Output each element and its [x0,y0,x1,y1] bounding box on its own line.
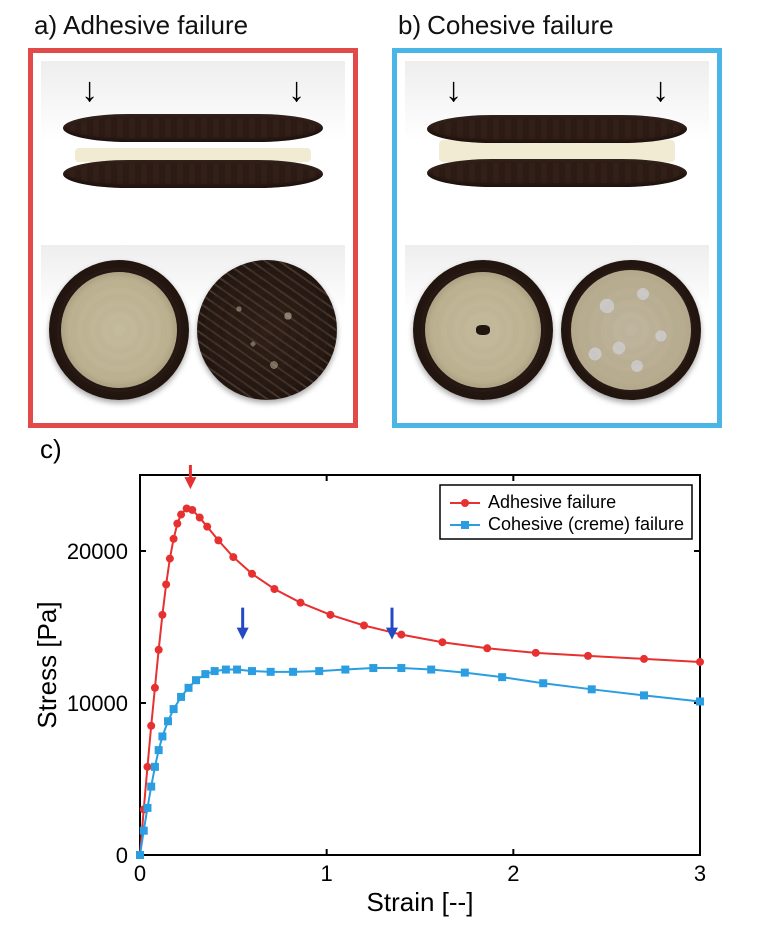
top-row: a) Adhesive failure ↓ ↓ [0,0,760,428]
panel-a-letter: a) [34,10,57,41]
panel-a-header: a) Adhesive failure [28,10,368,48]
svg-text:Stress [Pa]: Stress [Pa] [32,601,62,728]
panel-b-title: Cohesive failure [427,10,613,41]
wafer-bottom [427,159,687,187]
panel-a: a) Adhesive failure ↓ ↓ [28,10,368,428]
panel-b-split-view [405,245,709,415]
panel-b-header: b) Cohesive failure [392,10,732,48]
panel-b-side-view: ↓ ↓ [405,61,709,241]
svg-text:20000: 20000 [67,539,128,564]
panel-a-side-view: ↓ ↓ [41,61,345,241]
svg-text:Strain [--]: Strain [--] [367,887,474,917]
wafer-bottom [63,160,323,188]
half-creme-full [49,260,189,400]
svg-text:Cohesive (creme) failure: Cohesive (creme) failure [488,514,684,534]
wafer-top [63,114,323,142]
arrow-down-icon: ↓ [288,71,305,110]
cookie-sandwich-a [63,114,323,188]
half-creme-rough [561,260,701,400]
svg-text:1: 1 [321,861,333,886]
panel-a-frame: ↓ ↓ [28,48,358,428]
panel-c-letter: c) [40,434,720,465]
svg-text:3: 3 [694,861,706,886]
svg-text:Adhesive failure: Adhesive failure [488,492,616,512]
svg-text:10000: 10000 [67,691,128,716]
half-wafer-residue [197,260,337,400]
panel-a-title: Adhesive failure [63,10,248,41]
panel-a-split-view [41,245,345,415]
stress-strain-chart: 0 1 2 3 0 10000 20000 Strain [--] Stress [Pa] Adh… [30,465,720,925]
panel-b-letter: b) [398,10,421,41]
half-creme-hole [413,260,553,400]
svg-text:0: 0 [116,843,128,868]
wafer-top [427,115,687,143]
figure: a) Adhesive failure ↓ ↓ [0,0,760,940]
svg-text:2: 2 [507,861,519,886]
arrow-down-icon: ↓ [81,71,98,110]
panel-c: c) 0 1 2 3 0 10000 20000 Strain [--] Stress [Pa]… [0,428,760,940]
svg-text:0: 0 [134,861,146,886]
panel-b: b) Cohesive failure ↓ ↓ [392,10,732,428]
panel-b-frame: ↓ ↓ [392,48,722,428]
arrow-down-icon: ↓ [652,71,669,110]
cookie-sandwich-b [427,115,687,187]
arrow-down-icon: ↓ [445,71,462,110]
